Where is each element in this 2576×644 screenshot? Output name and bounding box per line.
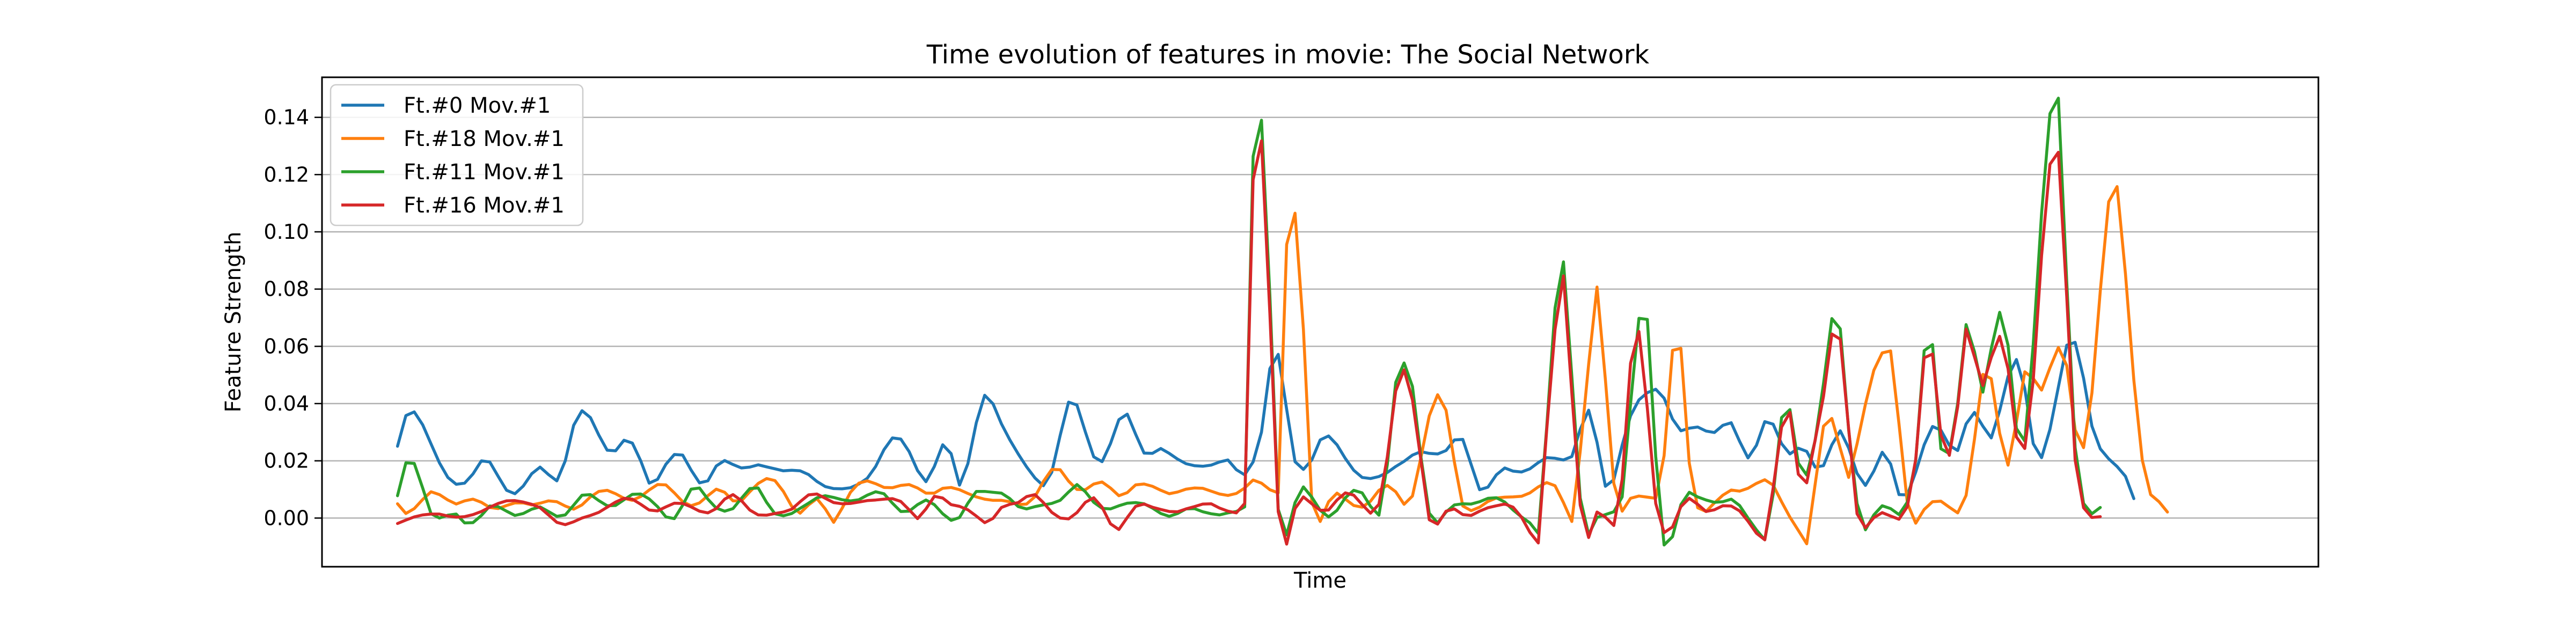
y-tick-label: 0.06 — [264, 334, 309, 358]
y-tick-label: 0.12 — [264, 163, 309, 186]
legend-entries: Ft.#0 Mov.#1 Ft.#18 Mov.#1 Ft.#11 Mov.#1 Ft… — [341, 93, 565, 218]
y-axis-ticks: 0.00 0.02 0.04 0.06 0.08 0.10 0.12 0.14 — [264, 106, 322, 530]
series-line-1 — [396, 185, 2169, 546]
legend-label-3: Ft.#16 Mov.#1 — [404, 193, 565, 218]
chart-title: Time evolution of features in movie: The… — [926, 40, 1650, 70]
plot-frame — [321, 76, 2319, 568]
legend: Ft.#0 Mov.#1 Ft.#18 Mov.#1 Ft.#11 Mov.#1 Ft… — [330, 84, 584, 226]
legend-box — [330, 84, 584, 226]
x-axis-label: Time — [1293, 568, 1346, 593]
series-lines — [396, 97, 2169, 547]
y-tick-label: 0.10 — [264, 220, 309, 244]
legend-label-2: Ft.#11 Mov.#1 — [404, 160, 565, 185]
series-line-3 — [396, 139, 2102, 546]
y-tick-label: 0.14 — [264, 106, 309, 129]
y-tick-label: 0.04 — [264, 392, 309, 415]
legend-label-1: Ft.#18 Mov.#1 — [404, 127, 565, 151]
grid-lines — [322, 116, 2318, 519]
y-axis-label: Feature Strength — [221, 232, 246, 413]
y-tick-label: 0.08 — [264, 277, 309, 301]
y-tick-label: 0.00 — [264, 506, 309, 530]
series-line-0 — [396, 341, 2135, 500]
legend-label-0: Ft.#0 Mov.#1 — [404, 93, 551, 118]
y-tick-label: 0.02 — [264, 449, 309, 473]
